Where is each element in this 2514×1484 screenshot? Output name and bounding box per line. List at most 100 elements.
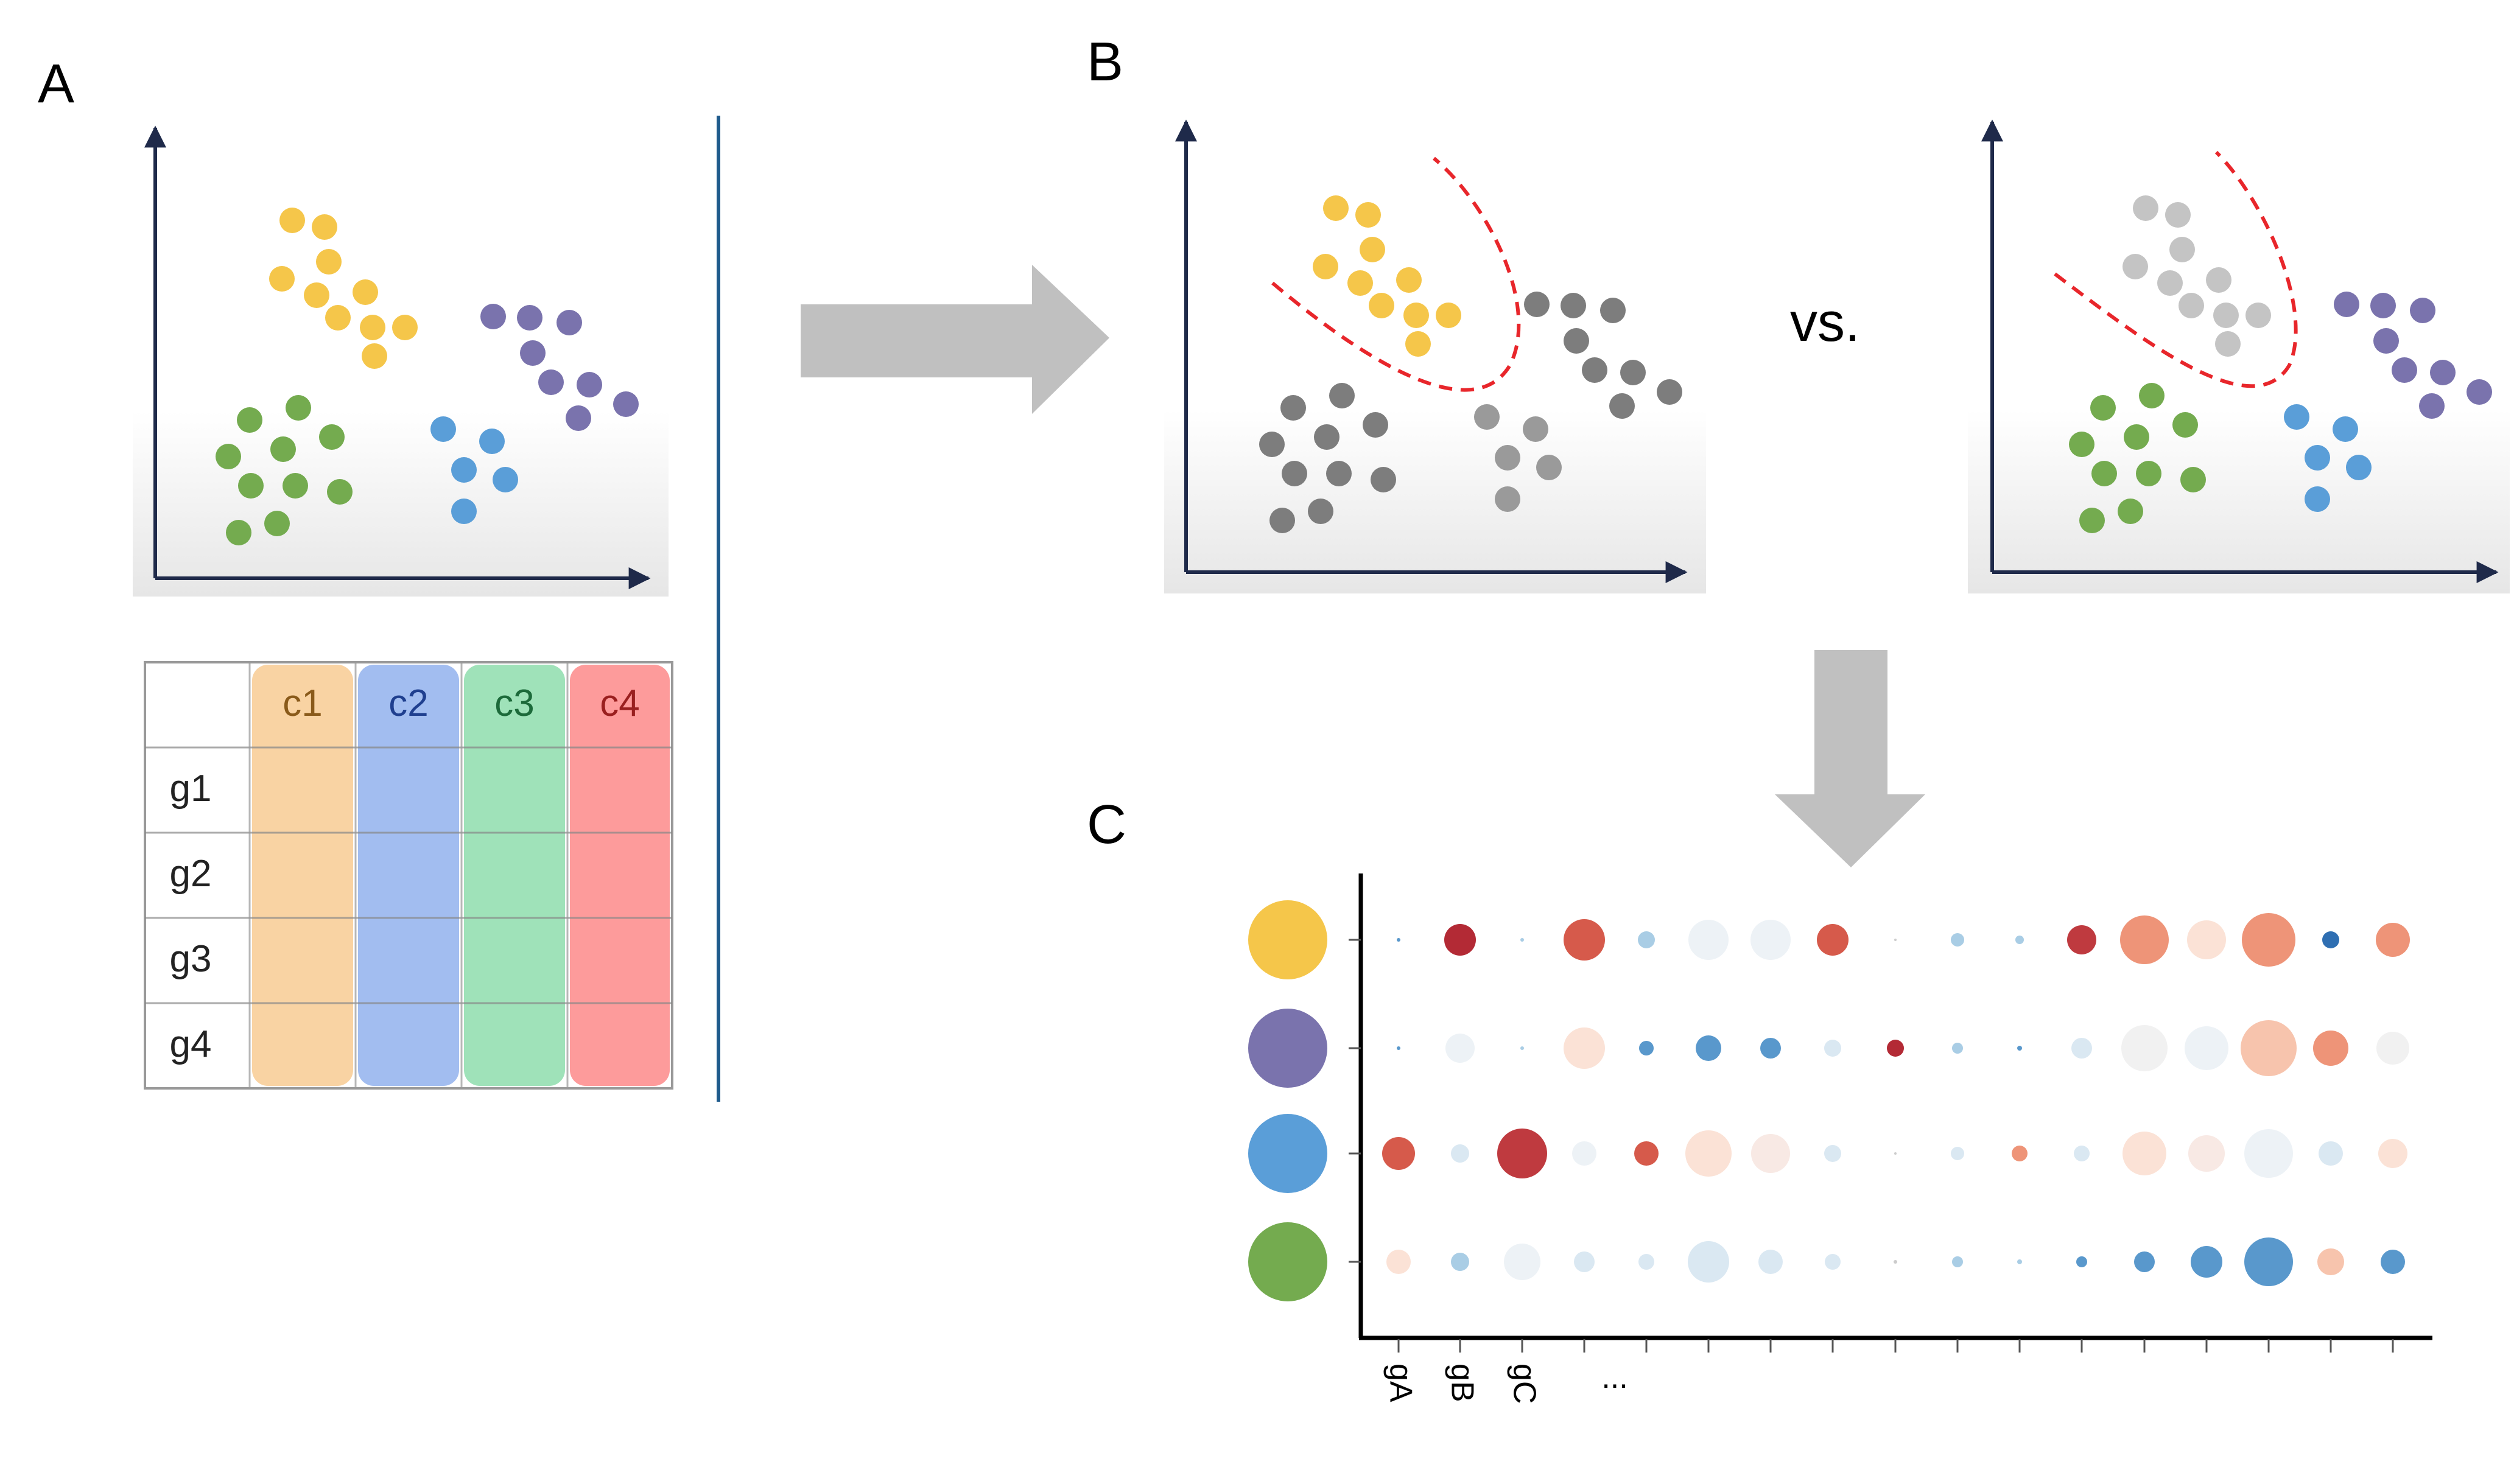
data-point bbox=[2467, 379, 2492, 405]
panel-label-b: B bbox=[1087, 32, 1123, 93]
data-point bbox=[430, 416, 456, 442]
x-tick-label: gA bbox=[1383, 1363, 1418, 1402]
dot bbox=[2319, 1141, 2343, 1166]
column-header: c4 bbox=[600, 682, 639, 724]
data-point bbox=[269, 266, 295, 292]
data-point bbox=[2090, 395, 2116, 421]
cluster-dots bbox=[2069, 195, 2492, 533]
plot-background bbox=[133, 110, 669, 597]
data-point bbox=[327, 479, 353, 505]
data-point bbox=[2206, 267, 2231, 293]
data-point bbox=[283, 473, 308, 499]
data-point bbox=[577, 372, 602, 397]
data-point bbox=[1495, 486, 1520, 512]
column-header: c1 bbox=[283, 682, 322, 724]
data-point bbox=[1561, 293, 1586, 318]
arrow-right bbox=[801, 265, 1109, 414]
data-point bbox=[1620, 360, 1646, 385]
vs-label: vs. bbox=[1790, 292, 1860, 353]
dot bbox=[1397, 938, 1400, 942]
panel-label-a: A bbox=[38, 54, 74, 114]
data-point bbox=[1363, 412, 1388, 438]
data-point bbox=[2305, 445, 2330, 471]
dot bbox=[2185, 1026, 2228, 1070]
data-point bbox=[1308, 499, 1333, 524]
dot bbox=[1825, 1254, 1841, 1270]
dot bbox=[2015, 936, 2024, 944]
data-point bbox=[2133, 195, 2158, 221]
data-point bbox=[2136, 461, 2161, 486]
row-header: g4 bbox=[170, 1023, 212, 1065]
dot bbox=[1894, 1260, 1897, 1264]
panel-label-c: C bbox=[1087, 794, 1126, 855]
dot bbox=[1574, 1251, 1595, 1272]
data-point bbox=[360, 315, 385, 340]
dot bbox=[1386, 1250, 1411, 1274]
dot bbox=[2244, 1237, 2293, 1286]
dot bbox=[2017, 1259, 2022, 1264]
data-point bbox=[1314, 424, 1340, 450]
dot bbox=[2071, 1038, 2092, 1059]
dot bbox=[1445, 1034, 1475, 1063]
dot bbox=[1758, 1250, 1783, 1274]
dot bbox=[2123, 1132, 2166, 1175]
data-point bbox=[304, 282, 329, 308]
dot bbox=[1760, 1038, 1781, 1059]
data-point bbox=[2079, 508, 2105, 533]
row-marker bbox=[1248, 900, 1327, 979]
data-point bbox=[1657, 379, 1682, 405]
data-point bbox=[2172, 412, 2198, 438]
data-point bbox=[2373, 328, 2399, 354]
data-point bbox=[479, 429, 505, 454]
row-markers bbox=[1248, 900, 1361, 1301]
dot bbox=[1451, 1144, 1469, 1163]
data-point bbox=[2180, 467, 2206, 492]
plot-background bbox=[1164, 110, 1706, 593]
dot bbox=[1634, 1141, 1659, 1166]
dot bbox=[1824, 1040, 1841, 1057]
scatter-plot-b-selected bbox=[1164, 110, 1706, 593]
data-point bbox=[2123, 254, 2148, 279]
dot bbox=[1520, 938, 1524, 942]
row-header: g2 bbox=[170, 853, 212, 895]
dot bbox=[1951, 1147, 1964, 1160]
x-tick-label: ... bbox=[1601, 1360, 1627, 1395]
dot bbox=[1572, 1141, 1596, 1166]
data-point bbox=[1360, 237, 1385, 262]
data-point bbox=[264, 511, 290, 536]
data-point bbox=[520, 340, 546, 366]
column-band bbox=[358, 665, 459, 1086]
column-band bbox=[252, 665, 353, 1086]
dot bbox=[1696, 1035, 1721, 1061]
dot bbox=[1952, 1256, 1963, 1267]
data-point bbox=[1523, 416, 1548, 442]
data-point bbox=[353, 279, 378, 305]
dot bbox=[1817, 924, 1849, 956]
data-point bbox=[2213, 303, 2239, 328]
dot bbox=[1951, 933, 1964, 947]
data-point bbox=[2124, 424, 2149, 450]
dot bbox=[1497, 1129, 1547, 1178]
dot bbox=[2067, 925, 2096, 954]
row-marker bbox=[1248, 1009, 1327, 1088]
dot bbox=[1685, 1130, 1732, 1177]
data-point bbox=[1326, 461, 1352, 486]
dot bbox=[1451, 1253, 1469, 1271]
dot bbox=[2017, 1046, 2022, 1051]
axis-ticks bbox=[1397, 1339, 2394, 1353]
data-point bbox=[1609, 393, 1635, 419]
dot bbox=[1382, 1137, 1415, 1170]
scatter-plot-a bbox=[133, 110, 669, 597]
data-point bbox=[1524, 292, 1550, 317]
data-point bbox=[1355, 202, 1381, 228]
dot bbox=[1397, 1046, 1400, 1050]
dot bbox=[2191, 1246, 2222, 1278]
dot bbox=[1887, 1040, 1904, 1057]
row-header: g3 bbox=[170, 938, 212, 980]
x-tick-labels: gA gB gC... bbox=[1383, 1360, 1627, 1404]
data-point bbox=[1396, 267, 1422, 293]
data-point bbox=[216, 444, 241, 469]
dot bbox=[1688, 1241, 1729, 1283]
dot bbox=[2322, 931, 2339, 948]
data-point bbox=[451, 457, 477, 483]
